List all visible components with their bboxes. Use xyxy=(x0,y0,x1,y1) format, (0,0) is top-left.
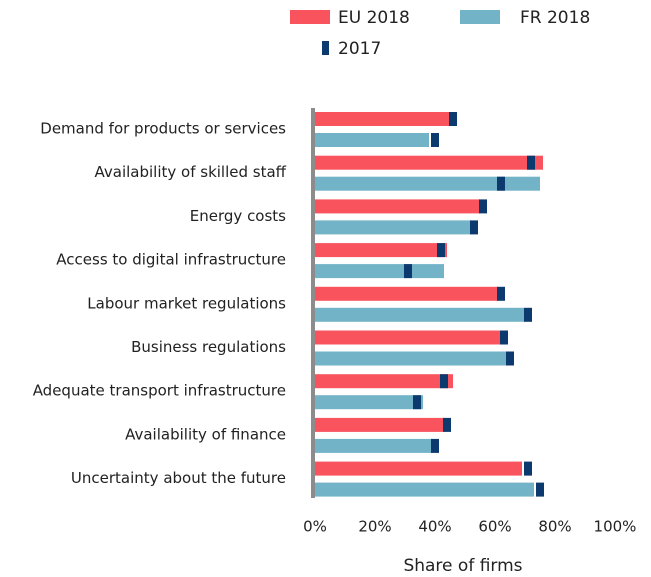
marker-2017 xyxy=(449,112,457,126)
y-tick-label: Business regulations xyxy=(131,338,286,356)
legend-swatch xyxy=(322,41,329,55)
legend-label: FR 2018 xyxy=(520,8,590,28)
y-tick-label: Access to digital infrastructure xyxy=(56,251,286,269)
marker-2017 xyxy=(440,374,448,389)
marker-2017 xyxy=(500,330,508,345)
marker-2017 xyxy=(497,286,505,301)
x-tick-label: 100% xyxy=(594,518,637,536)
marker-2017 xyxy=(524,307,532,322)
marker-2017 xyxy=(497,176,505,191)
bar xyxy=(315,307,525,322)
y-tick-label: Demand for products or services xyxy=(40,120,286,138)
legend-swatch xyxy=(290,10,330,24)
bar xyxy=(315,243,447,258)
legend-label: EU 2018 xyxy=(338,8,410,28)
bar xyxy=(315,438,432,453)
marker-2017 xyxy=(431,438,439,453)
y-tick-label: Energy costs xyxy=(190,207,286,225)
bar xyxy=(315,482,534,497)
marker-2017 xyxy=(524,461,532,476)
marker-2017 xyxy=(404,264,412,279)
y-tick-label: Uncertainty about the future xyxy=(71,469,286,487)
y-tick-label: Adequate transport infrastructure xyxy=(33,382,286,400)
marker-2017 xyxy=(506,351,514,366)
marker-2017 xyxy=(479,199,487,214)
y-tick-label: Availability of skilled staff xyxy=(95,163,287,181)
bar xyxy=(315,264,444,279)
x-axis-label: Share of firms xyxy=(403,556,522,576)
legend-swatch xyxy=(460,10,500,24)
bar xyxy=(315,330,501,345)
y-axis-line xyxy=(311,108,315,498)
marker-2017 xyxy=(536,482,544,497)
marker-2017 xyxy=(437,243,445,258)
y-tick-label: Labour market regulations xyxy=(87,294,286,312)
x-tick-label: 20% xyxy=(358,518,391,536)
bar xyxy=(315,374,453,389)
bar xyxy=(315,199,480,214)
marker-2017 xyxy=(443,417,451,432)
bar xyxy=(315,176,540,191)
x-tick-label: 40% xyxy=(418,518,451,536)
y-tick-label: Availability of finance xyxy=(125,425,286,443)
x-tick-label: 0% xyxy=(303,518,327,536)
bar xyxy=(315,395,423,410)
bar xyxy=(315,133,429,147)
x-tick-label: 80% xyxy=(538,518,571,536)
x-tick-label: 60% xyxy=(478,518,511,536)
bar xyxy=(315,155,543,170)
marker-2017 xyxy=(527,155,535,170)
bar xyxy=(315,351,507,366)
legend-label: 2017 xyxy=(338,39,381,59)
bar xyxy=(315,220,471,235)
marker-2017 xyxy=(470,220,478,235)
marker-2017 xyxy=(431,133,439,147)
marker-2017 xyxy=(413,395,421,410)
bar xyxy=(315,112,450,126)
bar xyxy=(315,417,444,432)
bar xyxy=(315,286,498,301)
bar xyxy=(315,461,522,476)
